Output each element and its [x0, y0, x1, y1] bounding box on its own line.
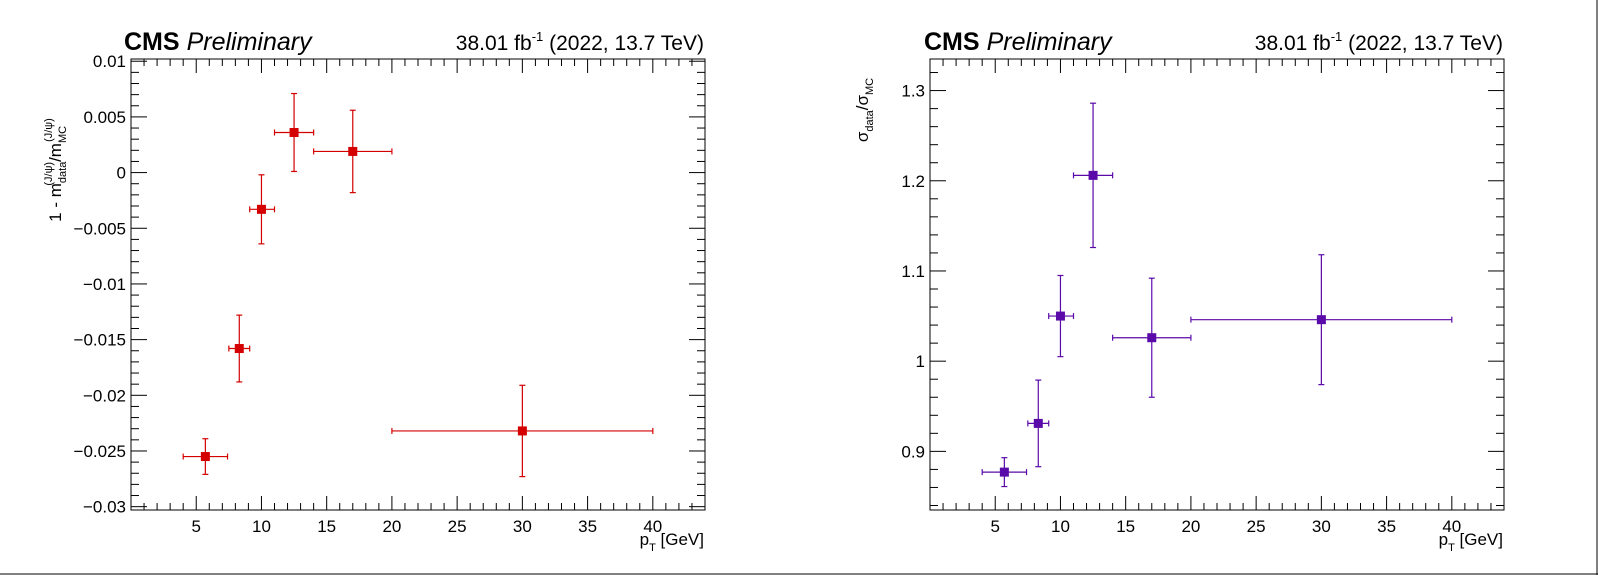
- x-tick-label: 25: [448, 517, 467, 536]
- y-label-prefix: 1 - m: [46, 183, 65, 222]
- axis-ticks: 5 10 15 20 25 30 35 40 −0.03 −0.025 −0.02 −0.015 −0.…: [74, 52, 705, 536]
- x-label-subscript: T: [1448, 542, 1455, 554]
- x-label-subscript: T: [649, 542, 656, 554]
- mass-ratio-panel: CMS Preliminary 38.01 fb-1 (2022, 13.7 Te…: [43, 28, 706, 554]
- data-point: [182, 438, 229, 475]
- lumi-conditions: (2022, 13.7 TeV): [543, 32, 704, 55]
- x-tick-label: 25: [1247, 517, 1266, 536]
- x-tick-label: 5: [990, 517, 999, 536]
- x-tick-label: 30: [513, 517, 532, 536]
- point-marker: [289, 127, 299, 137]
- point-marker: [999, 467, 1009, 477]
- width-ratio-panel: CMS Preliminary 38.01 fb-1 (2022, 13.7 Te…: [853, 28, 1505, 554]
- data-point: [249, 174, 276, 245]
- x-axis-label: pT [GeV]: [1439, 530, 1503, 554]
- x-axis-label: pT [GeV]: [640, 530, 704, 554]
- y-label-sub1: data: [864, 109, 876, 131]
- y-label-sup1: (J/ψ): [43, 162, 55, 186]
- luminosity-label: 38.01 fb-1 (2022, 13.7 TeV): [456, 29, 704, 55]
- data-point: [1048, 274, 1075, 358]
- point-marker: [1088, 170, 1098, 180]
- data-points: [981, 102, 1453, 488]
- x-label-symbol: p: [640, 530, 649, 549]
- y-axis-label: σdata/σMC: [853, 78, 876, 142]
- x-tick-label: 15: [1116, 517, 1135, 536]
- data-point: [313, 109, 393, 194]
- point-marker: [1147, 333, 1157, 343]
- y-label-sup2: (J/ψ): [43, 118, 55, 142]
- x-label-unit: [GeV]: [656, 530, 704, 549]
- point-marker: [517, 426, 527, 436]
- preliminary-label: Preliminary: [987, 28, 1114, 56]
- y-label-prefix: σ: [853, 131, 872, 142]
- data-point: [228, 314, 251, 383]
- point-marker: [234, 344, 244, 354]
- experiment-label: CMS: [924, 28, 980, 56]
- y-tick-label: 0.9: [901, 442, 925, 461]
- y-label-mid: /σ: [853, 94, 872, 110]
- y-tick-label: −0.02: [83, 386, 126, 405]
- x-tick-label: 20: [382, 517, 401, 536]
- data-point: [1190, 254, 1453, 386]
- data-point: [1072, 102, 1114, 249]
- y-tick-label: −0.015: [74, 331, 126, 350]
- data-point: [1112, 277, 1192, 398]
- lumi-value: 38.01 fb: [456, 32, 532, 55]
- y-tick-label: 0.01: [93, 52, 126, 71]
- x-label-unit: [GeV]: [1455, 530, 1503, 549]
- y-label-mid: /m: [46, 143, 65, 162]
- data-point: [391, 384, 654, 478]
- data-point: [273, 92, 315, 173]
- y-label-sub2: MC: [57, 126, 69, 143]
- point-marker: [256, 204, 266, 214]
- lumi-value: 38.01 fb: [1255, 32, 1331, 55]
- x-tick-label: 35: [1377, 517, 1396, 536]
- experiment-label: CMS: [124, 28, 180, 56]
- y-tick-label: 1: [916, 352, 925, 371]
- x-tick-label: 35: [578, 517, 597, 536]
- y-tick-label: −0.025: [74, 442, 126, 461]
- y-tick-label: −0.005: [74, 219, 126, 238]
- y-tick-label: −0.03: [83, 498, 126, 517]
- x-tick-label: 20: [1181, 517, 1200, 536]
- y-label-sub1: data: [57, 161, 69, 183]
- y-label-sub2: MC: [864, 78, 876, 95]
- y-axis-label: 1 - mdata(J/ψ)/mMC(J/ψ): [43, 118, 69, 222]
- y-tick-label: 0: [117, 164, 126, 183]
- y-tick-label: 1.1: [901, 262, 925, 281]
- lumi-conditions: (2022, 13.7 TeV): [1342, 32, 1503, 55]
- data-point: [981, 457, 1028, 488]
- data-points: [182, 92, 654, 478]
- x-tick-label: 10: [252, 517, 271, 536]
- point-marker: [200, 452, 210, 462]
- y-tick-label: −0.01: [83, 275, 126, 294]
- x-tick-label: 15: [317, 517, 336, 536]
- y-tick-label: 1.3: [901, 82, 925, 101]
- x-tick-label: 40: [1442, 517, 1461, 536]
- panel-title: CMS Preliminary: [924, 28, 1113, 56]
- x-tick-label: 40: [643, 517, 662, 536]
- x-tick-label: 10: [1051, 517, 1070, 536]
- x-tick-label: 30: [1312, 517, 1331, 536]
- preliminary-label: Preliminary: [187, 28, 314, 56]
- point-marker: [1055, 311, 1065, 321]
- point-marker: [1316, 315, 1326, 325]
- y-tick-label: 1.2: [901, 172, 925, 191]
- data-point: [1027, 379, 1050, 468]
- lumi-exponent: -1: [1331, 29, 1343, 44]
- point-marker: [348, 146, 358, 156]
- point-marker: [1033, 418, 1043, 428]
- x-label-symbol: p: [1439, 530, 1448, 549]
- x-tick-label: 5: [191, 517, 200, 536]
- y-tick-label: 0.005: [83, 108, 126, 127]
- panel-title: CMS Preliminary: [124, 28, 313, 56]
- lumi-exponent: -1: [532, 29, 544, 44]
- axis-ticks: 5 10 15 20 25 30 35 40 0.9 1 1.1 1.2 1.3: [901, 59, 1504, 536]
- luminosity-label: 38.01 fb-1 (2022, 13.7 TeV): [1255, 29, 1503, 55]
